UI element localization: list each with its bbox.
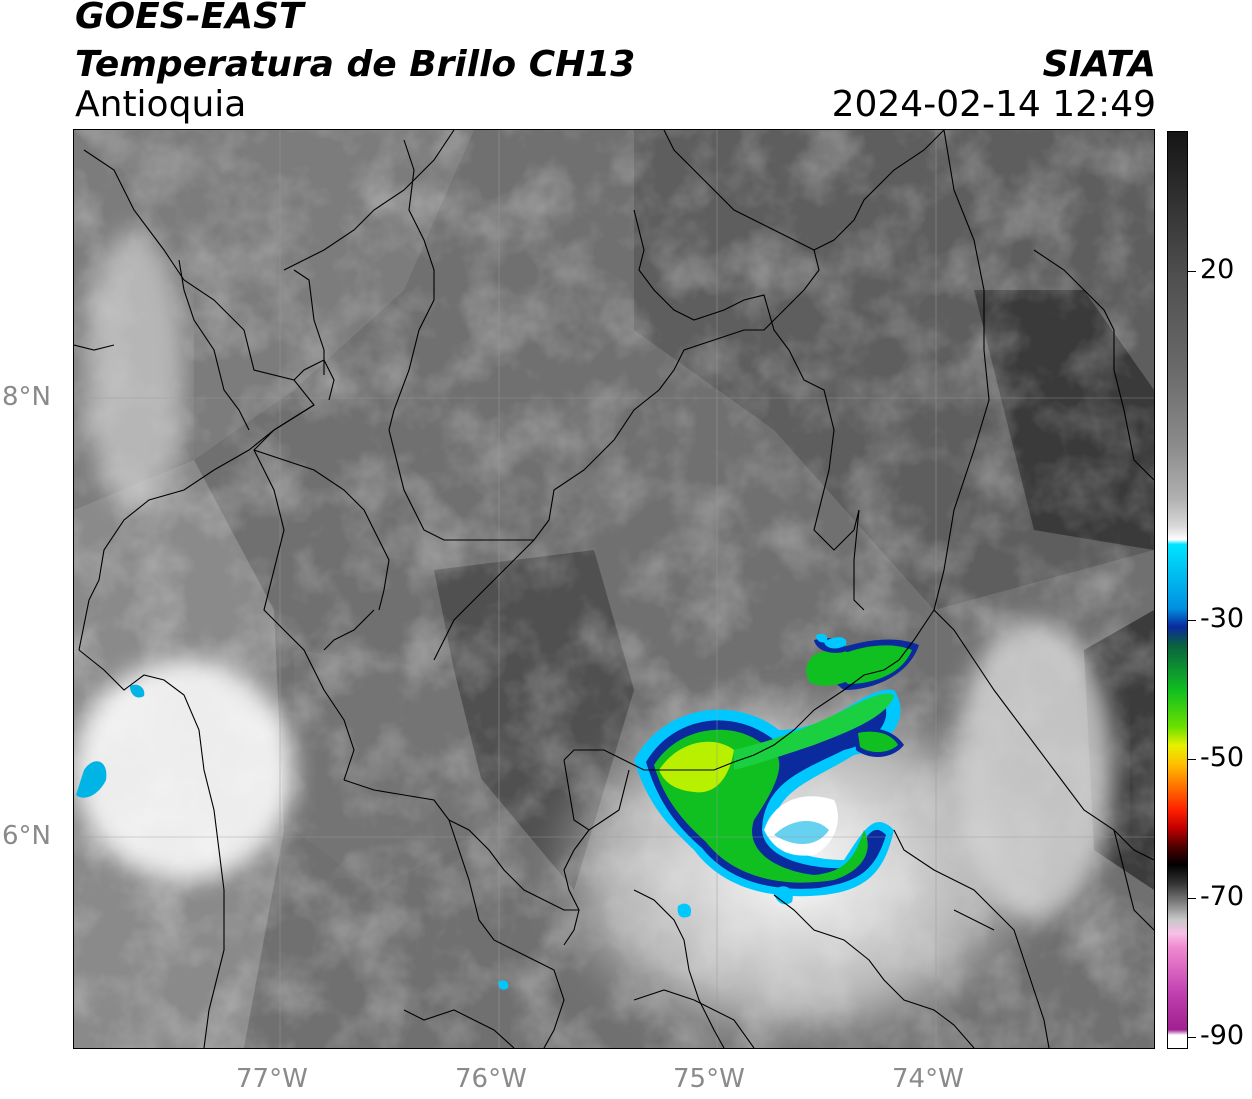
lat-label-8n: 8°N	[2, 382, 51, 412]
product-title: Temperatura de Brillo CH13	[75, 44, 636, 85]
colorbar-tick	[1188, 1037, 1196, 1038]
cloud-shield-east	[954, 620, 1114, 920]
colorbar-label-minus30: -30	[1200, 603, 1245, 634]
colorbar-label-minus70: -70	[1200, 881, 1245, 912]
datetime-label: 2024-02-14 12:49	[831, 84, 1156, 125]
colorbar-tick	[1188, 759, 1196, 760]
colorbar-tick	[1188, 620, 1196, 621]
lon-label-74w: 74°W	[892, 1064, 964, 1094]
convective-core	[76, 633, 919, 990]
satellite-map[interactable]	[73, 129, 1155, 1049]
graticule	[74, 130, 1154, 1048]
colorbar-label-minus50: -50	[1200, 742, 1245, 773]
brightness-temperature-image	[74, 130, 1154, 1048]
boundaries	[74, 130, 1154, 1048]
organization-label: SIATA	[1042, 44, 1156, 85]
colorbar-tick	[1188, 898, 1196, 899]
cloud-northwest	[84, 230, 184, 510]
temperature-colorbar	[1167, 131, 1188, 1049]
satellite-title: GOES-EAST	[75, 0, 304, 37]
lat-label-6n: 6°N	[2, 821, 51, 851]
colorbar-tick	[1188, 271, 1196, 272]
lon-label-76w: 76°W	[455, 1064, 527, 1094]
colorbar-label-minus90: -90	[1200, 1020, 1245, 1051]
lon-label-75w: 75°W	[673, 1064, 745, 1094]
cloud-west	[74, 660, 294, 880]
colorbar-label-20: 20	[1200, 254, 1235, 285]
lon-label-77w: 77°W	[236, 1064, 308, 1094]
region-label: Antioquia	[75, 84, 247, 125]
